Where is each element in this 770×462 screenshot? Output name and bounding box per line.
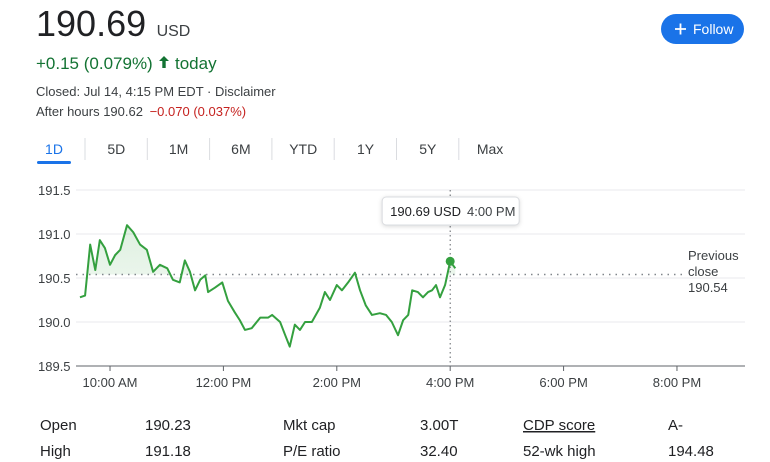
stat-label: CDP score <box>523 417 595 434</box>
previous-close-label: Previous close <box>688 248 739 280</box>
range-tabs: 1D 5D 1M 6M YTD 1Y 5Y Max <box>37 138 503 164</box>
price-line: 190.69 USD <box>36 3 190 44</box>
stat-value: 190.23 <box>145 417 191 434</box>
tooltip-text: 190.69 USD 4:00 PM <box>390 204 515 219</box>
stat-value: 191.18 <box>145 443 191 460</box>
y-tick-label: 191.0 <box>38 227 71 242</box>
stats-table: Open 190.23 Mkt cap 3.00T CDP score A- High 191… <box>40 417 714 460</box>
range-tab[interactable]: 6M <box>231 141 250 157</box>
stat-label: Open <box>40 417 77 434</box>
hover-dot <box>445 256 455 266</box>
currency: USD <box>157 23 191 40</box>
range-tab[interactable]: 1D <box>45 141 63 157</box>
stat-label: Mkt cap <box>283 417 336 434</box>
y-tick-label: 190.0 <box>38 315 71 330</box>
stat-label: High <box>40 443 71 460</box>
area-fill <box>87 225 456 275</box>
stat-value: 3.00T <box>420 417 458 434</box>
change: +0.15 (0.079%) <box>36 54 153 73</box>
range-tab[interactable]: YTD <box>289 141 317 157</box>
x-tick-label: 8:00 PM <box>653 375 701 390</box>
range-tab[interactable]: 1M <box>169 141 188 157</box>
tab-underline <box>37 161 71 164</box>
follow-button[interactable]: Follow <box>661 14 744 44</box>
stat-label: 52-wk high <box>523 443 596 460</box>
tooltip-box <box>381 196 520 226</box>
y-tick-label: 190.5 <box>38 271 71 286</box>
stat-value: A- <box>668 417 683 434</box>
tooltip-price: 190.69 USD <box>390 204 461 219</box>
x-tick-label: 2:00 PM <box>313 375 361 390</box>
price-chart: 191.5 191.0 190.5 190.0 189.5 10:00 AM 12:00 P… <box>38 183 745 390</box>
stat-label: P/E ratio <box>283 443 341 460</box>
follow-button-bg[interactable] <box>661 14 744 44</box>
tooltip-time: 4:00 PM <box>467 204 515 219</box>
price: 190.69 <box>36 3 146 44</box>
x-tick-label: 6:00 PM <box>539 375 587 390</box>
after-hours: After hours 190.62 <box>36 104 143 119</box>
after-hours-change: −0.070 (0.037%) <box>150 104 246 119</box>
range-tab[interactable]: 5Y <box>419 141 437 157</box>
y-tick-label: 189.5 <box>38 359 71 374</box>
stat-value: 32.40 <box>420 443 458 460</box>
follow-label[interactable]: Follow <box>693 21 734 37</box>
x-tick-label: 12:00 PM <box>196 375 252 390</box>
y-tick-label: 191.5 <box>38 183 71 198</box>
x-tick-label: 10:00 AM <box>83 375 138 390</box>
range-tab[interactable]: 5D <box>107 141 125 157</box>
stat-value: 194.48 <box>668 443 714 460</box>
price-line <box>79 224 457 348</box>
previous-close-annotation: Previous close 190.54 <box>688 248 740 296</box>
plus-icon <box>675 23 686 35</box>
range-tab[interactable]: Max <box>477 141 503 157</box>
up-arrow-icon <box>159 56 169 68</box>
x-tick-label: 4:00 PM <box>426 375 474 390</box>
market-status: Closed: Jul 14, 4:15 PM EDT · Disclaimer <box>36 84 276 99</box>
after-hours-line: After hours 190.62 −0.070 (0.037%) <box>36 104 246 119</box>
range-tab[interactable]: 1Y <box>357 141 375 157</box>
previous-close-value: 190.54 <box>688 280 728 296</box>
change-period: today <box>175 54 217 73</box>
